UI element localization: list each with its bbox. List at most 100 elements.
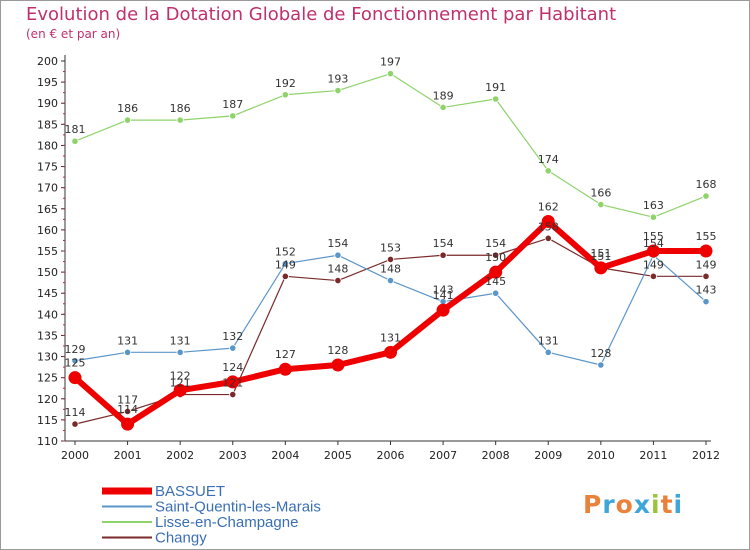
logo-letter: i bbox=[651, 490, 661, 519]
lisse-en-champagne-data-label: 192 bbox=[275, 77, 296, 90]
lisse-en-champagne-point bbox=[544, 167, 552, 175]
x-tick-label: 2004 bbox=[271, 449, 299, 462]
changy-point bbox=[702, 272, 710, 280]
bassuet-data-label: 114 bbox=[117, 403, 138, 416]
bassuet-data-label: 162 bbox=[538, 200, 559, 213]
saint-quentin-les-marais-data-label: 145 bbox=[485, 275, 506, 288]
bassuet-data-label: 155 bbox=[643, 230, 664, 243]
x-tick-label: 2000 bbox=[61, 449, 89, 462]
saint-quentin-les-marais-point bbox=[544, 348, 552, 356]
saint-quentin-les-marais-data-label: 152 bbox=[275, 246, 296, 259]
y-tick-label: 160 bbox=[37, 224, 58, 237]
bassuet-point bbox=[173, 383, 187, 397]
saint-quentin-les-marais-data-label: 143 bbox=[696, 284, 717, 297]
bassuet-data-label: 150 bbox=[485, 251, 506, 264]
y-tick-label: 125 bbox=[37, 372, 58, 385]
bassuet-data-label: 122 bbox=[170, 369, 191, 382]
logo-letter: i bbox=[673, 490, 684, 519]
changy-data-label: 121 bbox=[170, 377, 191, 390]
y-tick-label: 150 bbox=[37, 266, 58, 279]
x-tick-label: 2006 bbox=[377, 449, 405, 462]
lisse-en-champagne-point bbox=[176, 116, 184, 124]
lisse-en-champagne-data-label: 187 bbox=[222, 98, 243, 111]
x-tick-label: 2002 bbox=[166, 449, 194, 462]
logo-letter: P bbox=[583, 490, 603, 519]
changy-point bbox=[229, 390, 237, 399]
changy-data-label: 151 bbox=[590, 250, 611, 263]
lisse-en-champagne-point bbox=[123, 116, 132, 124]
bassuet-point bbox=[699, 244, 713, 258]
changy-point bbox=[649, 272, 658, 280]
chart-subtitle: (en € et par an) bbox=[26, 27, 121, 41]
changy-data-label: 158 bbox=[538, 220, 559, 233]
logo-letter: o bbox=[615, 490, 634, 519]
changy-data-label: 154 bbox=[485, 237, 506, 250]
legend-label-lisse-en-champagne: Lisse-en-Champagne bbox=[155, 514, 298, 531]
lisse-en-champagne-data-label: 193 bbox=[327, 73, 348, 86]
lisse-en-champagne-line bbox=[74, 73, 707, 218]
lisse-en-champagne-data-label: 166 bbox=[590, 187, 611, 200]
changy-point bbox=[386, 255, 395, 264]
changy-point bbox=[281, 272, 289, 280]
lisse-en-champagne-point bbox=[702, 192, 710, 200]
bassuet-point bbox=[646, 244, 660, 258]
x-tick-label: 2008 bbox=[482, 449, 510, 462]
changy-data-label: 149 bbox=[643, 258, 664, 271]
bassuet-data-label: 155 bbox=[696, 230, 717, 243]
changy-data-label: 117 bbox=[117, 393, 138, 406]
bassuet-data-label: 151 bbox=[590, 247, 611, 260]
bassuet-point bbox=[436, 303, 450, 317]
y-tick-label: 180 bbox=[37, 139, 58, 152]
changy-point bbox=[71, 420, 79, 428]
changy-point bbox=[544, 234, 552, 242]
saint-quentin-les-marais-point bbox=[334, 251, 342, 259]
changy-point bbox=[334, 276, 342, 285]
x-tick-label: 2009 bbox=[534, 449, 562, 462]
changy-data-label: 153 bbox=[380, 241, 401, 254]
saint-quentin-les-marais-point bbox=[176, 348, 184, 356]
lisse-en-champagne-data-label: 181 bbox=[65, 123, 86, 136]
changy-point bbox=[439, 251, 447, 259]
saint-quentin-les-marais-point bbox=[386, 276, 395, 285]
changy-data-label: 148 bbox=[327, 263, 348, 276]
lisse-en-champagne-point bbox=[649, 213, 658, 221]
chart-title: Evolution de la Dotation Globale de Fonc… bbox=[26, 4, 617, 25]
bassuet-data-label: 125 bbox=[65, 357, 86, 370]
bassuet-data-label: 128 bbox=[327, 344, 348, 357]
changy-data-label: 114 bbox=[65, 406, 86, 419]
lisse-en-champagne-data-label: 174 bbox=[538, 153, 559, 166]
y-tick-label: 195 bbox=[37, 76, 58, 89]
changy-point bbox=[123, 407, 132, 416]
saint-quentin-les-marais-point bbox=[71, 357, 79, 365]
logo-letter: r bbox=[602, 490, 616, 519]
changy-data-label: 149 bbox=[696, 258, 717, 271]
y-tick-label: 155 bbox=[37, 245, 58, 258]
x-tick-label: 2011 bbox=[639, 449, 667, 462]
saint-quentin-les-marais-point bbox=[597, 361, 605, 369]
bassuet-point bbox=[226, 375, 240, 389]
bassuet-data-label: 131 bbox=[380, 331, 401, 344]
y-tick-label: 200 bbox=[37, 55, 58, 68]
lisse-en-champagne-point bbox=[386, 70, 395, 78]
bassuet-point bbox=[68, 371, 82, 385]
logo-letter: x bbox=[633, 490, 651, 519]
lisse-en-champagne-point bbox=[281, 91, 289, 99]
lisse-en-champagne-point bbox=[439, 103, 447, 112]
lisse-en-champagne-point bbox=[597, 200, 605, 209]
saint-quentin-les-marais-data-label: 154 bbox=[327, 237, 348, 250]
bassuet-point bbox=[541, 214, 555, 228]
lisse-en-champagne-point bbox=[334, 86, 342, 95]
bassuet-data-label: 141 bbox=[433, 289, 454, 302]
lisse-en-champagne-point bbox=[229, 112, 237, 120]
legend-label-bassuet: BASSUET bbox=[155, 483, 225, 500]
saint-quentin-les-marais-data-label: 131 bbox=[538, 334, 559, 347]
bassuet-point bbox=[121, 417, 135, 431]
saint-quentin-les-marais-point bbox=[702, 298, 710, 306]
changy-data-label: 121 bbox=[222, 377, 243, 390]
changy-data-label: 149 bbox=[275, 258, 296, 271]
saint-quentin-les-marais-data-label: 154 bbox=[643, 237, 664, 250]
lisse-en-champagne-data-label: 189 bbox=[433, 89, 454, 102]
saint-quentin-les-marais-point bbox=[123, 348, 132, 356]
y-tick-label: 185 bbox=[37, 118, 58, 131]
